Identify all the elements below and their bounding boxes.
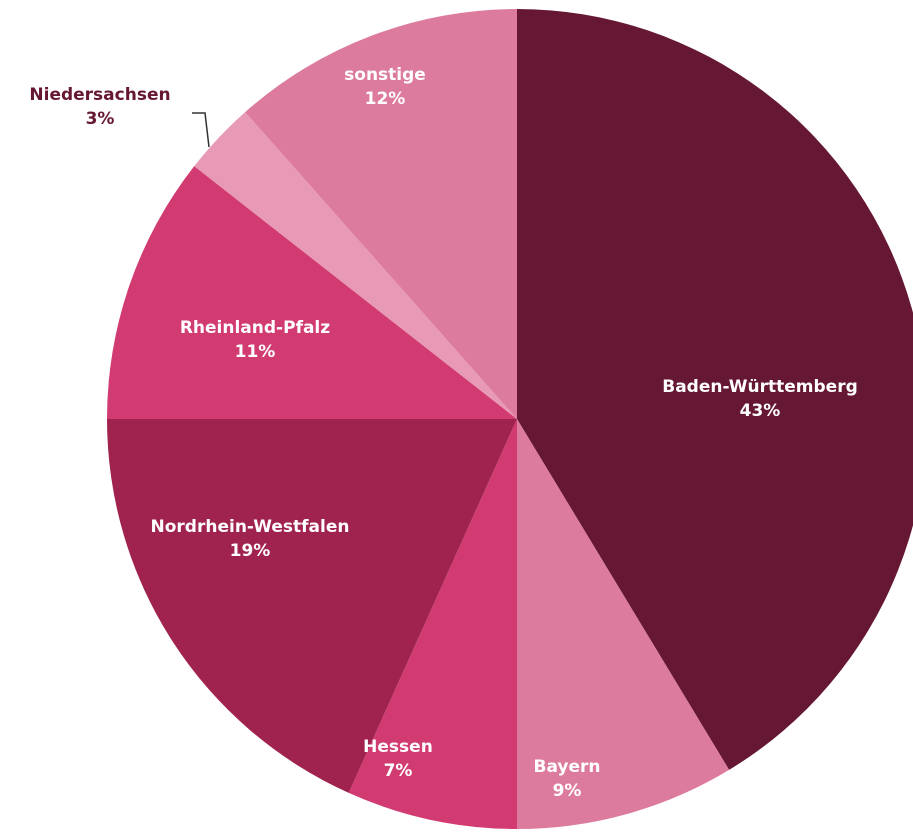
- slice-category-label: Bayern: [533, 757, 600, 777]
- pie-slice: [517, 9, 913, 770]
- pie-slice: [107, 166, 517, 419]
- slice-value-label: 9%: [553, 781, 582, 801]
- slice-value-label: 12%: [365, 89, 406, 109]
- slice-value-label: 11%: [235, 342, 276, 362]
- slice-category-label: Niedersachsen: [29, 85, 170, 105]
- slice-category-label: Hessen: [363, 737, 433, 757]
- pie-slice: [245, 9, 518, 419]
- slice-category-label: sonstige: [344, 65, 426, 85]
- slice-category-label: Nordrhein-Westfalen: [151, 517, 350, 537]
- pie-slice: [348, 419, 517, 829]
- slice-value-label: 19%: [230, 541, 271, 561]
- pie-slice: [517, 419, 730, 829]
- pie-slice: [107, 419, 517, 793]
- slice-value-label: 3%: [86, 109, 115, 129]
- slice-category-label: Baden-Württemberg: [662, 377, 858, 397]
- slice-category-label: Rheinland-Pfalz: [180, 318, 330, 338]
- slice-value-label: 43%: [740, 401, 781, 421]
- leader-line: [192, 112, 210, 148]
- pie-slice: [194, 112, 518, 419]
- slice-value-label: 7%: [384, 761, 413, 781]
